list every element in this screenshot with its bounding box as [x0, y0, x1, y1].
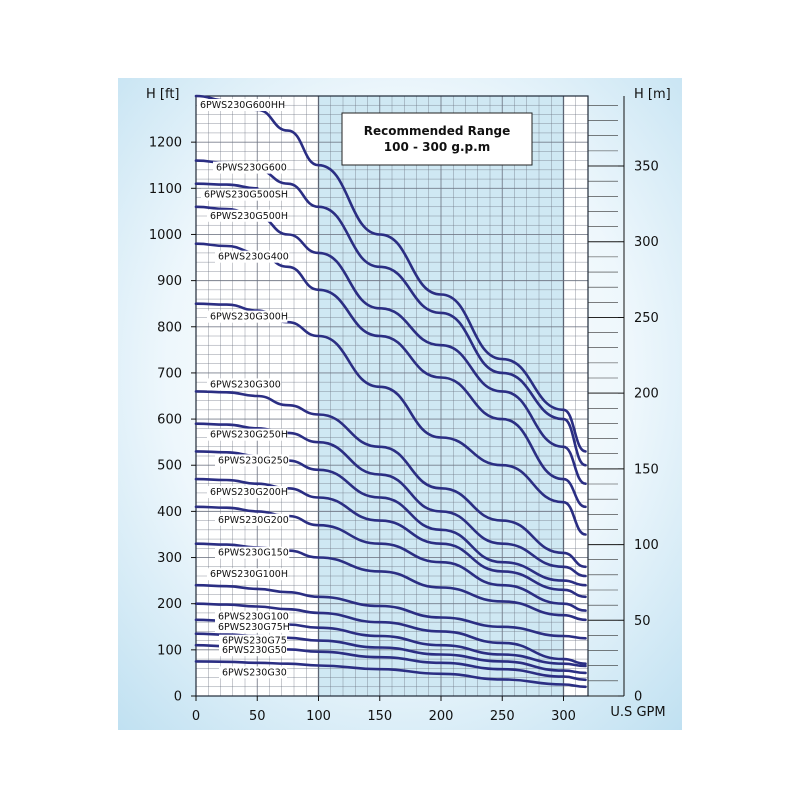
curve-6pws230g30: [194, 660, 587, 689]
y-tick-label-left: 1200: [149, 136, 182, 151]
series-label: 6PWS230G400: [218, 252, 289, 263]
x-tick-label: 100: [306, 709, 331, 724]
y-tick-label-left: 200: [157, 597, 182, 612]
series-label-layer: 6PWS230G600HH 6PWS230G600 6PWS230G500SH 6PW…: [197, 99, 290, 679]
series-label-background: [215, 546, 290, 559]
series-label: 6PWS230G30: [222, 667, 287, 678]
series-label-background: [215, 620, 290, 633]
recommended-range-label: Recommended Range: [364, 124, 511, 138]
recommended-range-box: Recommended Range 100 - 300 g.p.m: [341, 112, 533, 166]
series-label-background: [219, 666, 287, 679]
y-tick-label-left: 800: [157, 320, 182, 335]
x-tick-label: 0: [192, 709, 200, 724]
series-label-background: [207, 568, 288, 581]
y-tick-label-left: 500: [157, 459, 182, 474]
series-label-background: [213, 161, 288, 174]
y-tick-label-right: 0: [634, 690, 642, 705]
series-label-background: [219, 644, 287, 657]
curve-6pws230g500sh: [194, 182, 259, 190]
y-axis-label-right: H [m]: [634, 87, 671, 102]
curve-6pws230g300: [194, 390, 587, 569]
x-tick-label: 250: [490, 709, 515, 724]
series-label: 6PWS230G200H: [210, 487, 288, 498]
y-tick-label-right: 100: [634, 538, 659, 553]
y-tick-label-left: 600: [157, 413, 182, 428]
series-label: 6PWS230G500H: [210, 211, 288, 222]
series-label: 6PWS230G150: [218, 548, 289, 559]
series-label-background: [207, 486, 288, 499]
series-label: 6PWS230G75H: [218, 622, 290, 633]
curve-6pws230g300h: [194, 302, 587, 536]
y-tick-label-left: 700: [157, 366, 182, 381]
curve-6pws230g100h: [194, 583, 587, 640]
series-label-background: [207, 310, 288, 323]
y-tick-label-left: 900: [157, 274, 182, 289]
series-label: 6PWS230G250H: [210, 430, 288, 441]
curve-6pws230g200h: [194, 477, 587, 599]
y-tick-label-left: 0: [174, 690, 182, 705]
plot-frame: [195, 95, 589, 697]
series-label: 6PWS230G300: [210, 379, 281, 390]
x-tick-label: 300: [551, 709, 576, 724]
series-label-background: [197, 99, 284, 111]
series-label-background: [215, 454, 290, 467]
series-label-background: [201, 188, 288, 201]
y-axis-label-left: H [ft]: [146, 87, 180, 102]
series-label: 6PWS230G600: [216, 163, 287, 174]
series-label: 6PWS230G100: [218, 612, 289, 623]
y-tick-label-left: 100: [157, 643, 182, 658]
axis-layer: 0100200300400500600700800900100011001200…: [146, 87, 671, 724]
series-label: 6PWS230G75: [222, 636, 287, 647]
series-label-background: [207, 428, 288, 441]
x-tick-label: 50: [249, 709, 266, 724]
curve-6pws230g150: [194, 542, 587, 622]
y-tick-label-right: 350: [634, 160, 659, 175]
series-label: 6PWS230G250: [218, 455, 289, 466]
y-tick-label-right: 300: [634, 235, 659, 250]
series-label-background: [215, 513, 290, 526]
series-label-background: [215, 610, 290, 623]
x-tick-label: 150: [367, 709, 392, 724]
series-label-background: [207, 209, 288, 222]
y-tick-label-left: 400: [157, 505, 182, 520]
recommended-range-values: 100 - 300 g.p.m: [384, 140, 490, 154]
series-label: 6PWS230G100H: [210, 569, 288, 580]
y-tick-label-left: 300: [157, 551, 182, 566]
series-label: 6PWS230G300H: [210, 312, 288, 323]
series-label-background: [207, 378, 282, 391]
curve-6pws230g200: [194, 505, 587, 612]
y-tick-label-right: 250: [634, 311, 659, 326]
y-tick-label-right: 150: [634, 462, 659, 477]
y-tick-label-right: 200: [634, 387, 659, 402]
y-tick-label-left: 1100: [149, 182, 182, 197]
curve-6pws230g100: [194, 602, 587, 665]
y-tick-label-left: 1000: [149, 228, 182, 243]
recommended-range-box-frame: [341, 112, 533, 166]
x-tick-label: 200: [429, 709, 454, 724]
x-axis-label: U.S GPM: [610, 705, 665, 720]
series-label-background: [219, 634, 287, 647]
series-label-background: [215, 250, 290, 263]
series-label: 6PWS230G500SH: [204, 190, 288, 201]
curve-6pws230g250h: [194, 422, 587, 578]
series-label: 6PWS230G200: [218, 515, 289, 526]
y-tick-label-right: 50: [634, 614, 651, 629]
series-label: 6PWS230G50: [222, 645, 287, 656]
series-label: 6PWS230G600HH: [200, 100, 285, 111]
